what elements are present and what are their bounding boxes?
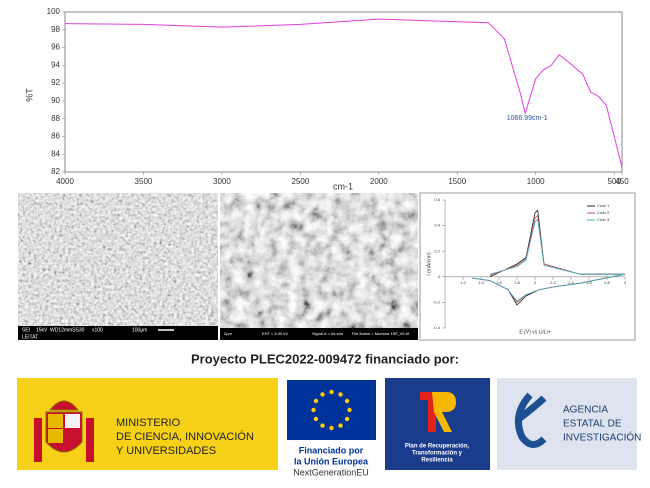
- x-tick-label: 3500: [135, 177, 153, 186]
- logo-text: Financiado por: [299, 445, 364, 455]
- y-tick-label: -0.2: [433, 299, 441, 304]
- eu-star: [338, 423, 343, 428]
- sem-info-bar: [220, 328, 418, 340]
- sem-label: EHT = 5.00 kV: [262, 331, 288, 336]
- logo-text: AGENCIA: [563, 405, 608, 416]
- y-tick-label: -0.4: [433, 325, 441, 330]
- x-tick-label: 1000: [527, 177, 545, 186]
- y-tick-label: 100: [47, 7, 61, 16]
- prtr-mark: [420, 392, 436, 432]
- data-line: [64, 18, 623, 168]
- y-tick-label: 86: [51, 132, 60, 141]
- x-tick-label: 2.2: [550, 280, 556, 285]
- y-tick-label: 0.4: [434, 223, 440, 228]
- x-tick-label: 2: [534, 280, 537, 285]
- sem-label: WD12mmSS30: [50, 327, 85, 333]
- sem-label: SEI: [22, 327, 30, 333]
- sem-label: LEITAT: [22, 334, 38, 340]
- y-axis-label: %T: [24, 88, 34, 102]
- legend-label: Ciclo 1: [597, 203, 610, 208]
- x-axis-label: E (V) vs Li/Li+: [519, 329, 550, 335]
- eu-star: [329, 425, 334, 431]
- eu-star: [344, 416, 350, 422]
- y-tick-label: 98: [51, 25, 60, 34]
- eu-star: [320, 423, 325, 428]
- cv-frame: [419, 192, 636, 341]
- x-tick-label: 1.8: [514, 280, 520, 285]
- logo-text: Resiliencia: [421, 458, 453, 464]
- x-tick-label: 4000: [56, 177, 74, 186]
- x-tick-label: 500: [607, 177, 621, 186]
- annotation: 1066.99cm-1: [507, 115, 548, 122]
- x-tick-label: 450: [615, 177, 629, 186]
- sem-image: [18, 193, 218, 340]
- y-axis-label: I (mA/cm²): [426, 252, 432, 276]
- data-line: [471, 218, 626, 302]
- logo-text: INVESTIGACIÓN: [563, 431, 641, 444]
- eu-star: [313, 398, 319, 404]
- x-tick-label: 1500: [448, 177, 466, 186]
- legend-label: Ciclo 3: [597, 217, 610, 222]
- sem-image: [220, 193, 418, 340]
- logo-text: la Unión Europea: [294, 456, 369, 466]
- eu-star: [338, 392, 343, 397]
- logo-text: ESTATAL DE: [563, 419, 622, 430]
- eu-flag: [287, 380, 376, 440]
- x-tick-label: 2500: [291, 177, 309, 186]
- x-tick-label: 2.8: [604, 280, 610, 285]
- logo-text: Plan de Recuperación,: [405, 444, 470, 450]
- sem-label: File Name = Muestra 1SE_05.tif: [352, 331, 410, 336]
- eu-star: [313, 416, 319, 422]
- x-axis-label: cm-1: [333, 181, 353, 191]
- x-tick-label: 1.2: [460, 280, 466, 285]
- coat-of-arms: [34, 400, 94, 462]
- eu-star: [320, 392, 325, 397]
- aei-mark: [514, 392, 547, 448]
- y-tick-label: 90: [51, 96, 60, 105]
- y-tick-label: 0.6: [434, 197, 440, 202]
- x-tick-label: 2000: [370, 177, 388, 186]
- sem-label: 2µm: [224, 331, 233, 336]
- sem-label: x100: [92, 327, 103, 333]
- y-tick-label: 0.2: [434, 248, 440, 253]
- sem-info-bar: [18, 326, 218, 340]
- logo-text: DE CIENCIA, INNOVACIÓN: [116, 430, 254, 443]
- y-tick-label: 92: [51, 78, 60, 87]
- y-tick-label: 0: [438, 274, 441, 279]
- x-tick-label: 3000: [213, 177, 231, 186]
- y-tick-label: 96: [51, 43, 60, 52]
- sem-label: Signal A = InLens: [312, 331, 343, 336]
- y-tick-label: 82: [51, 167, 60, 176]
- x-tick-label: 2.4: [568, 280, 574, 285]
- x-tick-label: 1.4: [478, 280, 484, 285]
- y-tick-label: 84: [51, 149, 60, 158]
- logo-text: MINISTERIO: [116, 417, 181, 429]
- prtr-mark: [432, 392, 456, 432]
- logo-text: Transformación y: [412, 451, 463, 457]
- legend-label: Ciclo 2: [597, 210, 610, 215]
- x-tick-label: 3: [624, 280, 627, 285]
- eu-star: [311, 407, 316, 413]
- eu-star: [329, 389, 334, 395]
- y-tick-label: 94: [51, 60, 60, 69]
- logo-text: Y UNIVERSIDADES: [116, 445, 216, 457]
- x-tick-label: 1.6: [496, 280, 502, 285]
- plot-frame: [64, 11, 623, 173]
- caption: Proyecto PLEC2022-009472 financiado por:: [191, 351, 459, 366]
- x-tick-label: 2.6: [586, 280, 592, 285]
- y-tick-label: 88: [51, 114, 60, 123]
- logo-text: NextGenerationEU: [293, 467, 369, 477]
- sem-label: 15kV: [36, 327, 48, 333]
- sem-label: 100µm: [132, 327, 147, 333]
- eu-star: [344, 398, 350, 404]
- eu-star: [347, 407, 352, 413]
